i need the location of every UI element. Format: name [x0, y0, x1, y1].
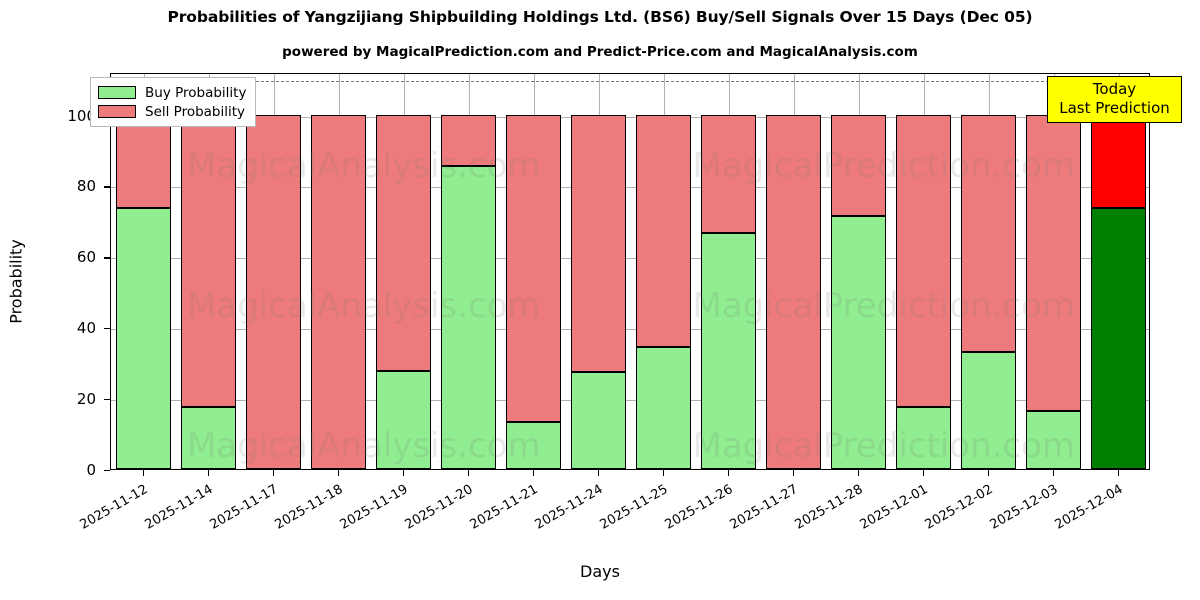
bar-segment-sell[interactable] [635, 114, 692, 347]
bar-segment-buy[interactable] [635, 346, 692, 469]
x-tick-mark [402, 470, 404, 476]
bar-segment-buy[interactable] [505, 421, 562, 469]
legend-item-sell: Sell Probability [98, 102, 246, 121]
y-tick-label: 0 [86, 461, 96, 479]
x-tick-mark [272, 470, 274, 476]
x-tick-mark [467, 470, 469, 476]
bar-segment-buy[interactable] [830, 215, 887, 469]
legend-label-buy: Buy Probability [145, 84, 247, 101]
bar-group[interactable] [765, 74, 822, 469]
last-prediction-label: Last Prediction [1059, 99, 1170, 117]
bar-group[interactable] [635, 74, 692, 469]
chart-legend: Buy Probability Sell Probability [90, 77, 257, 127]
x-tick-mark [727, 470, 729, 476]
gridline-horizontal [111, 400, 1149, 402]
x-tick-mark [987, 470, 989, 476]
bar-group[interactable] [895, 74, 952, 469]
bar-group[interactable] [440, 74, 497, 469]
x-axis-title: Days [580, 562, 620, 581]
gridline-horizontal [111, 116, 1149, 118]
legend-item-buy: Buy Probability [98, 83, 246, 102]
y-tick-mark [104, 399, 110, 401]
bar-segment-buy[interactable] [115, 208, 172, 469]
y-tick-label: 100 [67, 106, 96, 125]
bar-group[interactable] [505, 74, 562, 469]
bar-group[interactable] [1025, 74, 1082, 469]
y-axis-title: Probability [6, 239, 26, 324]
y-tick-label: 40 [76, 319, 96, 338]
bar-segment-sell[interactable] [700, 114, 757, 233]
bar-group[interactable] [115, 74, 172, 469]
gridline-horizontal [111, 187, 1149, 189]
plot-area: MagicalAnalysis.comMagicalPrediction.com… [110, 73, 1150, 470]
page-title: Probabilities of Yangzijiang Shipbuildin… [167, 8, 1033, 26]
bar-segment-sell[interactable] [1025, 114, 1082, 411]
x-tick-mark [207, 470, 209, 476]
bar-segment-buy[interactable] [375, 371, 432, 469]
bar-segment-buy[interactable] [570, 371, 627, 469]
bar-segment-sell[interactable] [180, 114, 237, 407]
bar-group[interactable] [830, 74, 887, 469]
bar-segment-sell[interactable] [505, 114, 562, 422]
y-tick-label: 60 [76, 248, 96, 267]
bar-segment-sell[interactable] [570, 114, 627, 372]
x-tick-mark [922, 470, 924, 476]
bars-layer [111, 74, 1149, 469]
x-tick-mark [662, 470, 664, 476]
bar-segment-sell[interactable] [830, 114, 887, 216]
bar-group[interactable] [375, 74, 432, 469]
bar-segment-buy[interactable] [895, 406, 952, 469]
x-tick-mark [792, 470, 794, 476]
gridline-horizontal [111, 329, 1149, 331]
x-tick-mark [597, 470, 599, 476]
legend-swatch-buy [98, 86, 136, 99]
threshold-line [111, 81, 1149, 83]
y-tick-mark [104, 257, 110, 259]
bar-segment-buy[interactable] [1025, 410, 1082, 469]
bar-group[interactable] [245, 74, 302, 469]
bar-segment-buy[interactable] [180, 406, 237, 469]
bar-segment-buy[interactable] [960, 351, 1017, 469]
bar-segment-buy[interactable] [1090, 208, 1147, 469]
bar-segment-sell[interactable] [960, 114, 1017, 352]
bar-segment-sell[interactable] [895, 114, 952, 407]
legend-label-sell: Sell Probability [145, 103, 246, 120]
y-tick-mark [104, 470, 110, 472]
x-tick-mark [142, 470, 144, 476]
bar-group[interactable] [960, 74, 1017, 469]
bar-segment-sell[interactable] [310, 114, 367, 469]
bar-segment-sell[interactable] [245, 114, 302, 469]
bar-group-today[interactable] [1090, 74, 1147, 469]
y-tick-label: 20 [76, 390, 96, 409]
bar-segment-sell[interactable] [440, 114, 497, 166]
bar-segment-buy[interactable] [700, 232, 757, 469]
today-callout: Today Last Prediction [1047, 76, 1182, 123]
bar-segment-buy[interactable] [440, 165, 497, 469]
x-tick-mark [532, 470, 534, 476]
y-tick-label: 80 [76, 177, 96, 196]
x-tick-mark [857, 470, 859, 476]
y-tick-mark [104, 186, 110, 188]
today-label: Today [1092, 80, 1137, 98]
bar-group[interactable] [570, 74, 627, 469]
bar-segment-sell[interactable] [115, 114, 172, 209]
bar-group[interactable] [700, 74, 757, 469]
x-tick-mark [1117, 470, 1119, 476]
bar-group[interactable] [310, 74, 367, 469]
legend-swatch-sell [98, 105, 136, 118]
bar-segment-sell[interactable] [765, 114, 822, 469]
x-tick-mark [337, 470, 339, 476]
bar-segment-sell[interactable] [375, 114, 432, 372]
bar-group[interactable] [180, 74, 237, 469]
y-tick-mark [104, 328, 110, 330]
bar-segment-sell[interactable] [1090, 114, 1147, 209]
chart-subtitle: powered by MagicalPrediction.com and Pre… [282, 44, 918, 60]
gridline-horizontal [111, 258, 1149, 260]
x-tick-mark [1052, 470, 1054, 476]
